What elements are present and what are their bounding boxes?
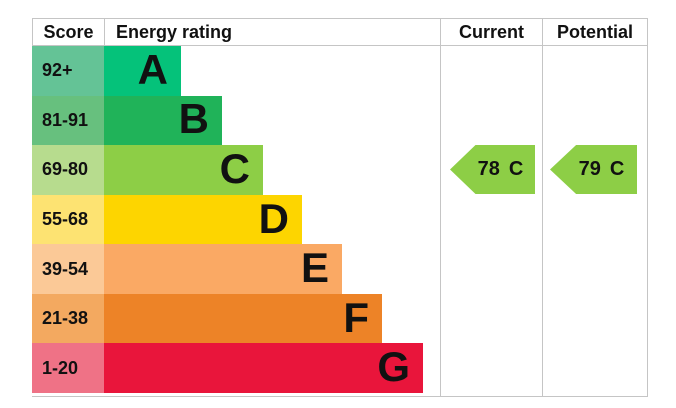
band-bar: A: [104, 46, 181, 96]
band-score-range: 69-80: [32, 145, 104, 195]
score-column-header: Score: [43, 21, 94, 42]
current-band-letter: C: [508, 158, 524, 180]
current-score-value: 78: [477, 158, 500, 180]
band-score-range: 92+: [32, 46, 104, 96]
band-letter: A: [137, 45, 168, 93]
band-letter: E: [300, 244, 329, 292]
band-row-a: 92+ A: [32, 46, 423, 96]
band-row-c: 69-80 C: [32, 145, 423, 195]
band-letter: C: [219, 144, 250, 192]
band-letter: B: [178, 95, 209, 143]
band-row-f: 21-38 F: [32, 293, 423, 344]
potential-band-letter: C: [609, 158, 625, 180]
band-bar: D: [104, 194, 302, 245]
score-column-divider: [104, 18, 105, 46]
energy-rating-column-header: Energy rating: [116, 21, 233, 42]
current-column-header: Current: [458, 21, 524, 42]
band-score-range: 39-54: [32, 244, 104, 294]
table-bottom-border: [32, 396, 648, 397]
current-rating-arrow: 78 C: [450, 145, 535, 194]
table-top-border: [32, 18, 648, 19]
band-bar: G: [104, 343, 423, 394]
band-row-g: 1-20 G: [32, 343, 423, 394]
band-bar: F: [104, 293, 382, 344]
band-letter: D: [258, 194, 289, 242]
band-score-range: 21-38: [32, 293, 104, 344]
band-letter: G: [377, 343, 410, 391]
band-letter: F: [343, 293, 369, 341]
header-bottom-border: [32, 45, 648, 46]
band-row-b: 81-91 B: [32, 95, 423, 146]
header-left-border: [32, 18, 33, 46]
rating-bands: 92+ A 81-91 B 69-80 C 55-68 D 39-54 E 21…: [32, 46, 423, 394]
band-score-range: 1-20: [32, 343, 104, 394]
band-bar: C: [104, 145, 263, 195]
potential-score-value: 79: [578, 158, 601, 180]
band-bar: E: [104, 244, 342, 294]
band-score-range: 81-91: [32, 95, 104, 146]
band-bar: B: [104, 95, 222, 146]
table-right-border: [647, 18, 648, 397]
current-column-divider: [440, 18, 441, 397]
potential-rating-arrow: 79 C: [550, 145, 637, 194]
potential-column-header: Potential: [556, 21, 633, 42]
band-row-e: 39-54 E: [32, 244, 423, 294]
potential-column-divider: [542, 18, 543, 397]
band-score-range: 55-68: [32, 194, 104, 245]
band-row-d: 55-68 D: [32, 194, 423, 245]
